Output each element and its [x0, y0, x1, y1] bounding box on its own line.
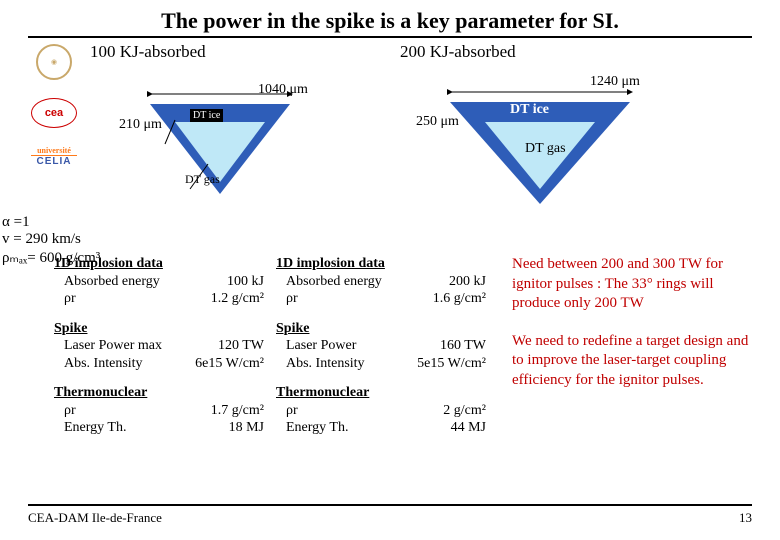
diagram-200kj: 200 KJ-absorbed 1240 μm 250 μm DT ice DT…	[400, 42, 700, 207]
param-rhomax: ρₘₐₓ= 600 g/cm³	[2, 248, 100, 267]
thermo-hdr-r: Thermonuclear	[276, 385, 369, 400]
diagram-100kj: 100 KJ-absorbed 1040 μm 210 μm DT ice DT…	[90, 42, 390, 207]
footer: CEA-DAM Ile-de-France 13	[28, 510, 752, 526]
thermo-hdr-l: Thermonuclear	[54, 385, 147, 400]
label-dtgas-left: DT gas	[185, 173, 220, 185]
target-triangle-left-icon	[90, 64, 390, 214]
dim-left-width: 1040 μm	[258, 82, 308, 98]
param-velocity: v = 290 km/s	[2, 231, 100, 248]
cea-logo-icon: cea	[31, 98, 77, 128]
label-dtice-left: DT ice	[190, 109, 223, 122]
impl-hdr-r: 1D implosion data	[276, 256, 385, 271]
label-dtgas-right: DT gas	[525, 142, 566, 156]
spike-hdr-l: Spike	[54, 321, 87, 336]
university-crest-icon: ◉	[36, 44, 72, 80]
note-power-need: Need between 200 and 300 TW for ignitor …	[512, 255, 752, 314]
dim-right-width: 1240 μm	[590, 74, 640, 90]
diagram-left-header: 100 KJ-absorbed	[90, 42, 390, 62]
note-redesign: We need to redefine a target design and …	[512, 332, 752, 391]
diagram-right-header: 200 KJ-absorbed	[400, 42, 700, 62]
label-dtice-right: DT ice	[510, 102, 549, 118]
parameters-block: α =1 v = 290 km/s ρₘₐₓ= 600 g/cm³	[2, 214, 100, 267]
logo-column: ◉ cea université CELIA	[28, 42, 80, 207]
page-number: 13	[739, 510, 752, 526]
footer-rule	[28, 504, 752, 506]
footer-org: CEA-DAM Ile-de-France	[28, 510, 162, 526]
data-column-100kj: 1D implosion data Absorbed energy100 kJ …	[54, 255, 264, 449]
spike-hdr-r: Spike	[276, 321, 309, 336]
dim-right-neck: 250 μm	[416, 114, 459, 130]
title-rule	[28, 36, 752, 38]
data-column-200kj: 1D implosion data Absorbed energy200 kJ …	[276, 255, 486, 449]
dim-left-neck: 210 μm	[119, 117, 162, 133]
celia-logo-icon: université CELIA	[31, 146, 77, 167]
param-alpha: α =1	[2, 214, 100, 231]
slide-title: The power in the spike is a key paramete…	[28, 8, 752, 34]
